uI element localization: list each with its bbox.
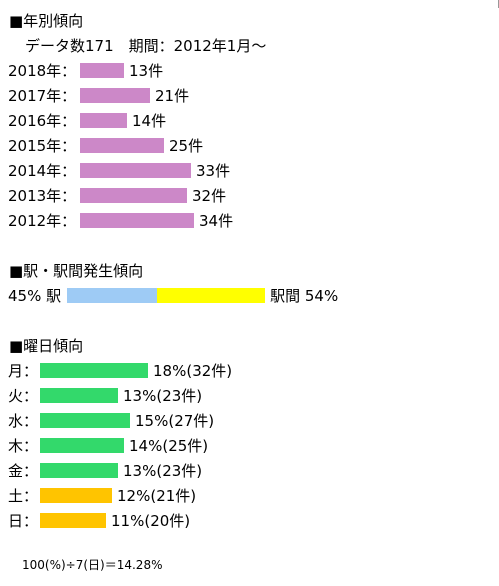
year-bar (80, 137, 164, 153)
year-trend-heading: ■年別傾向 (9, 12, 84, 30)
weekday-value-label: 13%(23件) (123, 386, 203, 405)
weekday-row: 木： 14%(25件) (8, 435, 208, 455)
weekday-value-label: 11%(20件) (111, 511, 191, 530)
year-value-label: 21件 (155, 86, 190, 105)
year-bar (80, 162, 191, 178)
weekday-label: 木： (8, 436, 39, 455)
year-bar (80, 87, 150, 103)
year-row: 2018年： 13件 (8, 60, 163, 80)
station-segment (67, 287, 158, 303)
between-percent-label: 駅間 54% (270, 286, 339, 305)
year-value-label: 33件 (196, 161, 231, 180)
average-note: 100(%)÷7(日)＝14.28% (22, 558, 163, 572)
weekday-row: 日： 11%(20件) (8, 510, 190, 530)
weekday-label: 土： (8, 486, 39, 505)
weekday-row: 火： 13%(23件) (8, 385, 202, 405)
station-percent-label: 45% 駅 (8, 286, 62, 305)
weekday-trend-heading: ■曜日傾向 (9, 337, 84, 355)
year-row: 2016年： 14件 (8, 110, 166, 130)
weekday-label: 月： (8, 361, 39, 380)
year-value-label: 34件 (199, 211, 234, 230)
year-label: 2018年： (8, 61, 77, 80)
year-bar (80, 112, 127, 128)
weekday-bar (40, 462, 118, 478)
year-label: 2012年： (8, 211, 77, 230)
year-bar (80, 212, 194, 228)
weekday-label: 日： (8, 511, 39, 530)
year-label: 2016年： (8, 111, 77, 130)
station-split-chart: 45% 駅 駅間 54% (8, 285, 338, 305)
weekday-row: 金： 13%(23件) (8, 460, 202, 480)
weekday-label: 火： (8, 386, 39, 405)
weekday-bar (40, 362, 148, 378)
weekday-label: 水： (8, 411, 39, 430)
weekday-value-label: 13%(23件) (123, 461, 203, 480)
weekday-label: 金： (8, 461, 39, 480)
weekday-bar (40, 487, 112, 503)
year-row: 2012年： 34件 (8, 210, 233, 230)
year-value-label: 25件 (169, 136, 204, 155)
weekday-value-label: 15%(27件) (135, 411, 215, 430)
year-bar (80, 187, 187, 203)
year-row: 2013年： 32件 (8, 185, 226, 205)
year-row: 2015年： 25件 (8, 135, 203, 155)
year-value-label: 32件 (192, 186, 227, 205)
year-value-label: 13件 (129, 61, 164, 80)
between-stations-segment (157, 287, 266, 303)
year-row: 2014年： 33件 (8, 160, 230, 180)
weekday-row: 水： 15%(27件) (8, 410, 214, 430)
year-label: 2017年： (8, 86, 77, 105)
weekday-value-label: 14%(25件) (129, 436, 209, 455)
data-count-period: データ数171 期間：2012年1月〜 (25, 37, 267, 55)
station-trend-heading: ■駅・駅間発生傾向 (9, 262, 144, 280)
weekday-value-label: 12%(21件) (117, 486, 197, 505)
weekday-value-label: 18%(32件) (153, 361, 233, 380)
year-row: 2017年： 21件 (8, 85, 189, 105)
year-bar (80, 62, 124, 78)
weekday-bar (40, 512, 106, 528)
year-value-label: 14件 (132, 111, 167, 130)
weekday-row: 月： 18%(32件) (8, 360, 232, 380)
weekday-row: 土： 12%(21件) (8, 485, 196, 505)
weekday-bar (40, 437, 124, 453)
year-label: 2015年： (8, 136, 77, 155)
weekday-bar (40, 387, 118, 403)
year-label: 2014年： (8, 161, 77, 180)
weekday-bar (40, 412, 130, 428)
year-label: 2013年： (8, 186, 77, 205)
